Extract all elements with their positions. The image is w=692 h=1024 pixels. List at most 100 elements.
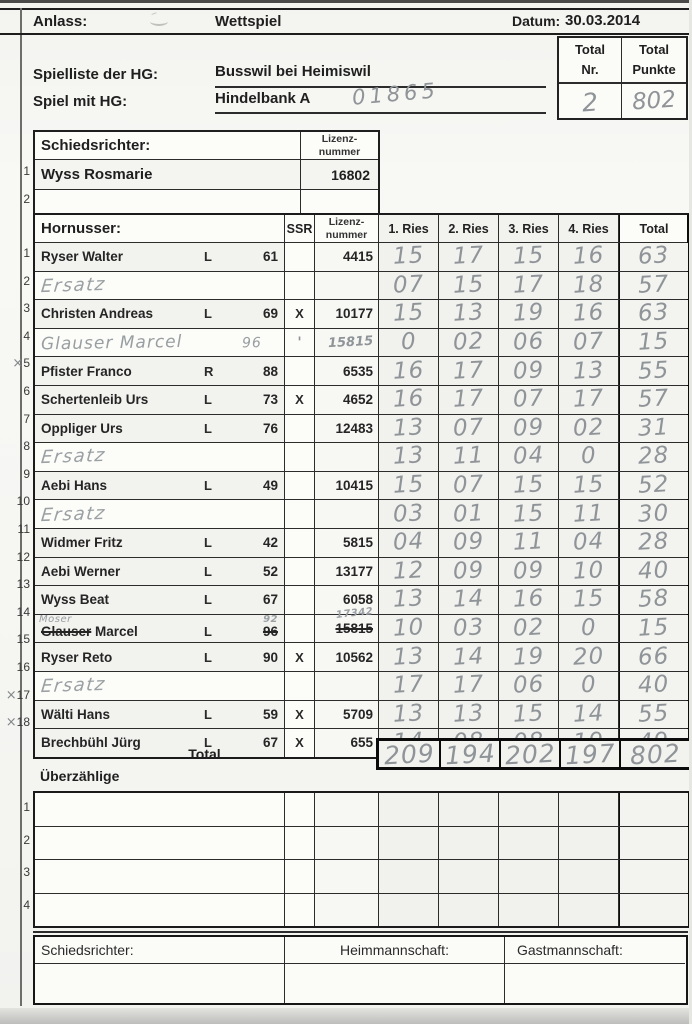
- score-cell-ries-2: 13: [439, 700, 499, 729]
- score-cell-ries-3: 07: [499, 385, 559, 414]
- extra-score-cell-ries-3: [499, 793, 559, 826]
- margin-number-row-13: 13: [16, 577, 30, 592]
- row-total-cell: 40: [619, 671, 688, 700]
- ries3-column-header: 3. Ries: [499, 215, 559, 242]
- margin-number-sr-1: 1: [23, 164, 30, 178]
- extra-ssr-cell: [285, 793, 315, 826]
- score-cell-ries-1: 12: [379, 557, 439, 586]
- row-total-cell: 31: [619, 414, 688, 443]
- row-total-cell: 28: [619, 443, 688, 471]
- player-name-cell: Ersatz: [35, 500, 285, 528]
- score-cell-ries-1: 13: [379, 586, 439, 614]
- score-cell-ries-1: 15: [379, 242, 439, 271]
- margin-number-row-18: ×18: [5, 715, 30, 731]
- score-cell-ries-3: 19: [499, 643, 559, 671]
- margin-number-row-4: 4: [23, 328, 30, 343]
- total-ries4: 197: [563, 738, 617, 770]
- extra-total-cell: [619, 860, 688, 893]
- lizenz-column-header: Lizenz-nummer: [315, 215, 379, 242]
- player-name-cell: Moser Glauser Marcel L 92 96: [35, 614, 285, 643]
- score-cell-ries-3: 09: [499, 357, 559, 385]
- score-cell-ries-4: 14: [559, 700, 619, 729]
- row-total-cell: 57: [619, 385, 688, 414]
- heim-signature-area: [285, 964, 505, 1003]
- margin-number-extra-2: 2: [23, 832, 30, 847]
- total-nr-subheader: Nr.: [581, 62, 599, 77]
- referee-name-empty: [35, 190, 301, 215]
- footer-schiedsrichter-label: Schiedsrichter:: [35, 937, 285, 964]
- extra-total-cell: [619, 893, 688, 926]
- hornusser-row: Wälti Hans L 59 X 5709 13 13 15 14 55: [35, 700, 688, 730]
- referee-name: Wyss Rosmarie: [35, 160, 301, 189]
- ssr-cell: X: [285, 385, 315, 414]
- ssr-cell: [285, 528, 315, 557]
- score-cell-ries-3: 17: [499, 271, 559, 300]
- signature-table: Schiedsrichter: Heimmannschaft: Gastmann…: [33, 935, 688, 1005]
- referee-lizenz-empty: [301, 190, 378, 215]
- ssr-cell: [285, 357, 315, 385]
- score-cell-ries-4: 07: [559, 328, 619, 357]
- extra-name-cell: [35, 826, 285, 859]
- score-cell-ries-3: 15: [499, 471, 559, 500]
- player-name-cell: Ryser Walter L 61: [35, 243, 285, 271]
- score-cell-ries-2: 14: [439, 586, 499, 614]
- score-cell-ries-1: 16: [379, 385, 439, 414]
- score-cell-ries-3: 09: [499, 414, 559, 443]
- score-cell-ries-2: 15: [439, 271, 499, 300]
- score-cell-ries-2: 09: [439, 557, 499, 586]
- score-cell-ries-2: 14: [439, 643, 499, 671]
- hornusser-row: Pfister Franco R 88 6535 16 17 09 13 55: [35, 357, 688, 386]
- hornusser-row: Ryser Walter L 61 4415 15 17 15 16 63: [35, 242, 688, 272]
- form-top-border: [0, 8, 692, 10]
- score-cell-ries-3: 15: [499, 700, 559, 729]
- ssr-cell: [285, 614, 315, 643]
- footer-heim-label: Heimmannschaft:: [285, 937, 505, 964]
- extra-score-cell-ries-2: [439, 793, 499, 826]
- score-cell-ries-1: 13: [379, 700, 439, 729]
- ssr-column-header: SSR: [285, 215, 315, 242]
- lizenz-cell: 4415: [315, 243, 379, 271]
- extra-score-cell-ries-4: [559, 893, 619, 926]
- score-cell-ries-3: 02: [499, 614, 559, 643]
- hornusser-row: Ersatz 07 15 17 18 57: [35, 271, 688, 301]
- margin-number-row-1: 1: [23, 246, 30, 260]
- score-cell-ries-1: 0: [379, 329, 439, 357]
- player-name-cell: Schertenleib Urs L 73: [35, 385, 285, 414]
- totals-box: Total Nr. 2 Total Punkte 802: [557, 36, 688, 120]
- hornusser-row: Ryser Reto L 90 X 10562 13 14 19 20 66: [35, 643, 688, 672]
- ueberzaehlige-row: [35, 860, 688, 894]
- extra-total-cell: [619, 826, 688, 859]
- player-name-cell: Ersatz: [35, 671, 285, 700]
- ssr-cell: ': [285, 328, 315, 357]
- ssr-cell: [285, 671, 315, 700]
- lizenz-cell: 6058: [315, 586, 379, 614]
- lizenz-cell: [315, 500, 379, 528]
- score-cell-ries-3: 09: [499, 557, 559, 586]
- total-ries3: 202: [503, 738, 557, 770]
- total-nr-value: 2: [581, 87, 599, 118]
- score-cell-ries-2: 13: [439, 300, 499, 328]
- margin-number-row-12: 12: [16, 549, 30, 564]
- extra-name-cell: [35, 893, 285, 926]
- spielliste-label: Spielliste der HG:: [33, 66, 159, 83]
- score-cell-ries-2: 03: [439, 614, 499, 643]
- margin-number-row-15: 15: [16, 632, 30, 647]
- extra-score-cell-ries-3: [499, 826, 559, 859]
- lizenz-cell: 17342 15815: [315, 606, 379, 643]
- ueberzaehlige-table: [33, 791, 690, 928]
- score-cell-ries-3: 11: [499, 528, 559, 557]
- margin-number-extra-1: 1: [23, 800, 30, 814]
- player-name-cell: Aebi Hans L 49: [35, 471, 285, 500]
- spiel-mit-underline: [215, 112, 546, 114]
- score-cell-ries-1: 03: [379, 500, 439, 528]
- lizenz-cell: 15815: [315, 328, 379, 357]
- extra-score-cell-ries-2: [439, 860, 499, 893]
- row-total-cell: 66: [619, 643, 688, 671]
- extra-lizenz-cell: [315, 826, 379, 859]
- player-name-cell: Wyss Beat L 67: [35, 586, 285, 614]
- extra-score-cell-ries-4: [559, 826, 619, 859]
- row-total-cell: 57: [619, 271, 688, 300]
- score-cell-ries-4: 13: [559, 357, 619, 385]
- margin-number-extra-4: 4: [23, 897, 30, 912]
- extra-total-cell: [619, 793, 688, 826]
